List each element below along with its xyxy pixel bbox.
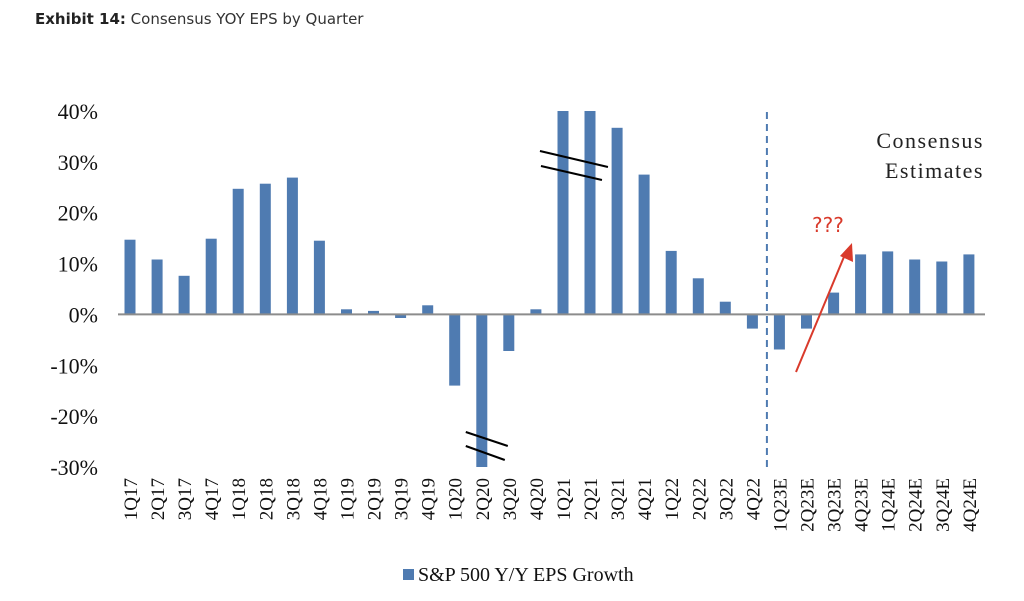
y-tick-label: -20% [50, 404, 98, 429]
bars [124, 111, 975, 467]
x-tick-label: 1Q17 [121, 478, 142, 520]
x-tick-label: 3Q24E [933, 478, 954, 532]
bar-3Q18 [286, 177, 298, 315]
bar-2Q23E [801, 314, 812, 329]
y-tick-label: 30% [58, 150, 98, 175]
bar-3Q17 [178, 275, 190, 315]
bar-4Q21 [638, 174, 650, 315]
bar-4Q23E [855, 254, 867, 315]
arrow-shaft [795, 251, 847, 373]
x-tick-label: 2Q24E [906, 478, 927, 532]
break-mark [465, 431, 509, 447]
y-tick-label: -30% [50, 455, 98, 480]
bar-1Q20 [449, 314, 461, 386]
legend: S&P 500 Y/Y EPS Growth [403, 564, 634, 586]
y-tick-label: -10% [50, 353, 98, 378]
y-axis: 40% 30% 20% 10% 0% -10% -20% -30% [50, 99, 98, 480]
bar-2Q21 [584, 111, 596, 315]
x-tick-label: 3Q20 [500, 478, 521, 520]
bar-1Q21 [557, 111, 569, 315]
y-tick-label: 40% [58, 99, 98, 124]
exhibit-label: Exhibit 14: [35, 10, 126, 28]
bar-1Q23E [773, 314, 785, 350]
x-tick-label: 4Q23E [852, 478, 873, 532]
x-tick-label: 4Q24E [960, 478, 981, 532]
x-tick-label: 3Q21 [608, 478, 629, 520]
x-tick-label: 2Q21 [581, 478, 602, 520]
x-tick-label: 1Q24E [879, 478, 900, 532]
exhibit-title-text: Consensus YOY EPS by Quarter [130, 10, 364, 28]
legend-swatch [403, 569, 414, 580]
x-tick-label: 2Q19 [365, 478, 386, 520]
arrow-head-icon [840, 243, 853, 262]
x-tick-label: 3Q19 [392, 478, 413, 520]
break-mark [540, 165, 603, 181]
exhibit-title: Exhibit 14: Consensus YOY EPS by Quarter [35, 10, 363, 28]
bar-3Q22 [719, 301, 731, 315]
bar-2Q24E [909, 259, 921, 315]
bar-3Q23E [828, 292, 840, 315]
bar-4Q22 [746, 314, 758, 329]
bar-2Q22 [692, 278, 704, 315]
bar-3Q24E [936, 261, 948, 315]
x-axis-labels: 1Q17 2Q17 3Q17 4Q17 1Q18 2Q18 3Q18 4Q18 1Q19 2Q19… [121, 478, 981, 532]
x-tick-label: 2Q18 [256, 478, 277, 520]
bar-1Q22 [665, 250, 677, 315]
bar-4Q17 [205, 238, 217, 315]
legend-label: S&P 500 Y/Y EPS Growth [418, 564, 634, 586]
x-tick-label: 4Q22 [743, 478, 764, 520]
x-tick-label: 2Q23E [798, 478, 819, 532]
x-tick-label: 4Q21 [635, 478, 656, 520]
x-tick-label: 1Q18 [229, 478, 250, 520]
bar-1Q19 [341, 309, 352, 315]
bar-4Q18 [313, 240, 325, 315]
axis-break-marks [465, 150, 609, 461]
bar-1Q24E [882, 251, 894, 315]
x-tick-label: 1Q22 [662, 478, 683, 520]
x-tick-label: 2Q20 [473, 478, 494, 520]
bar-4Q24E [963, 254, 975, 315]
x-tick-label: 4Q17 [202, 478, 223, 520]
x-tick-label: 4Q19 [419, 478, 440, 520]
x-tick-label: 3Q18 [283, 478, 304, 520]
x-tick-label: 3Q23E [825, 478, 846, 532]
bar-2Q19 [368, 310, 379, 315]
x-tick-label: 1Q23E [770, 478, 791, 532]
bar-3Q21 [611, 127, 623, 315]
x-tick-label: 4Q20 [527, 478, 548, 520]
x-tick-label: 3Q17 [175, 478, 196, 520]
bar-1Q17 [124, 239, 136, 315]
x-tick-label: 1Q21 [554, 478, 575, 520]
bar-4Q20 [530, 309, 542, 315]
x-tick-label: 1Q20 [446, 478, 467, 520]
bar-2Q20 [476, 314, 488, 467]
bar-3Q20 [503, 314, 515, 351]
bar-3Q19 [395, 314, 407, 318]
estimates-label: Estimates [885, 158, 984, 183]
bar-2Q18 [259, 183, 271, 315]
x-tick-label: 4Q18 [310, 478, 331, 520]
question-marks: ??? [812, 213, 844, 237]
red-arrow [795, 243, 853, 373]
y-tick-label: 10% [58, 252, 98, 277]
x-tick-label: 1Q19 [337, 478, 358, 520]
x-tick-label: 3Q22 [716, 478, 737, 520]
x-tick-label: 2Q22 [689, 478, 710, 520]
y-tick-label: 20% [58, 201, 98, 226]
y-tick-label: 0% [69, 302, 98, 327]
break-mark [465, 445, 506, 461]
bar-2Q17 [151, 259, 163, 315]
bar-4Q19 [422, 305, 434, 315]
break-mark [539, 150, 609, 168]
x-tick-label: 2Q17 [148, 478, 169, 520]
bar-1Q18 [232, 188, 244, 315]
consensus-label: Consensus [876, 128, 984, 153]
